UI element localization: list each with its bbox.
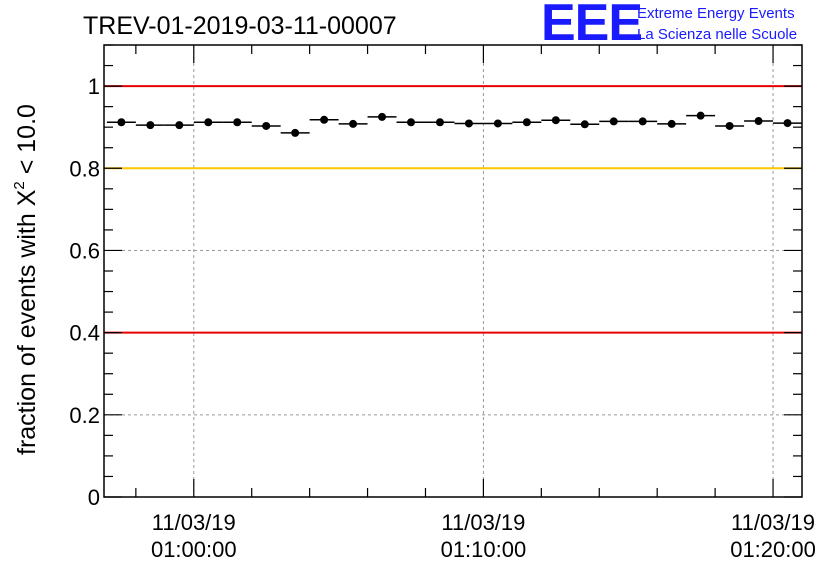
logo-line-2: La Scienza nelle Scuole (637, 26, 797, 43)
y-tick-label: 1 (88, 74, 100, 99)
chart-title: TREV-01-2019-03-11-00007 (83, 12, 397, 40)
y-axis-label-chi: X (13, 189, 41, 206)
data-point (464, 119, 473, 128)
x-tick-date-label: 11/03/19 (441, 510, 525, 535)
data-point (204, 118, 213, 127)
y-axis-label-prefix: fraction of events with (13, 206, 41, 455)
data-point (609, 117, 618, 126)
x-tick-time-label: 01:20:00 (730, 537, 816, 562)
data-point (291, 128, 300, 137)
reference-lines (104, 85, 802, 334)
y-axis-label-suffix: < 10.0 (13, 104, 41, 181)
data-point (117, 118, 126, 127)
data-point (638, 117, 647, 126)
data-point (146, 121, 155, 130)
data-point (378, 112, 387, 121)
y-axis-label: fraction of events with X2 < 10.0 (11, 104, 41, 455)
data-point (349, 119, 358, 128)
y-tick-label: 0.2 (69, 403, 100, 428)
plot-frame (103, 44, 803, 498)
data-point (435, 118, 444, 127)
data-points (106, 111, 802, 137)
data-point (493, 119, 502, 128)
x-tick-time-label: 01:10:00 (441, 537, 527, 562)
x-axis-ticks: 11/03/1901:00:0011/03/1901:10:0011/03/19… (135, 45, 816, 562)
data-point (407, 118, 416, 127)
data-point (320, 115, 329, 124)
y-tick-label: 0 (88, 485, 100, 510)
y-tick-label: 0.6 (69, 238, 100, 263)
data-point (725, 121, 734, 130)
data-point (522, 118, 531, 127)
data-point (754, 117, 763, 126)
y-tick-label: 0.4 (69, 321, 100, 346)
data-point (233, 118, 242, 127)
y-axis-ticks: 0 0.2 0.4 0.6 0.8 1 (69, 44, 802, 510)
x-tick-date-label: 11/03/19 (152, 510, 236, 535)
x-tick-date-label: 11/03/19 (731, 510, 815, 535)
grid-lines (104, 45, 802, 497)
eee-logo: EEE Extreme Energy Events La Scienza nel… (541, 0, 797, 52)
y-tick-label: 0.8 (69, 156, 100, 181)
data-point (551, 116, 560, 125)
data-point (696, 111, 705, 120)
logo-line-1: Extreme Energy Events (637, 5, 795, 22)
logo-mark: EEE (541, 0, 642, 52)
data-point (175, 121, 184, 130)
data-point (580, 120, 589, 129)
data-point (262, 121, 271, 130)
x-tick-time-label: 01:00:00 (151, 537, 237, 562)
data-point (667, 119, 676, 128)
data-point (783, 119, 792, 128)
plot-border (103, 44, 803, 498)
y-axis-label-sup: 2 (11, 181, 28, 189)
